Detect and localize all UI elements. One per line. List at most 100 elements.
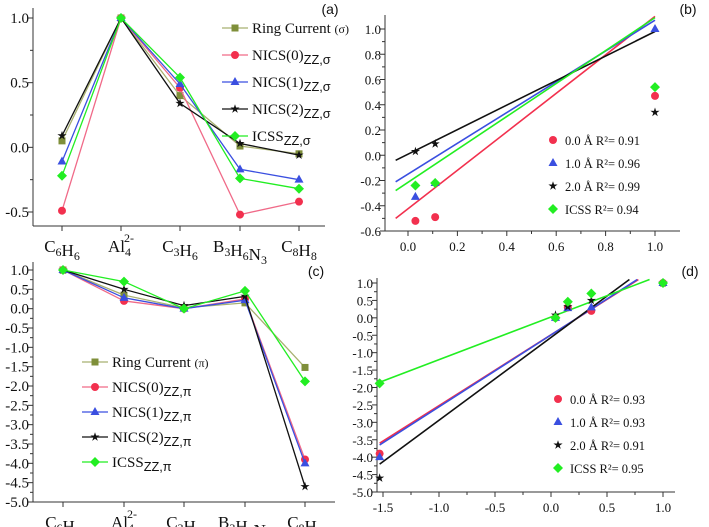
legend-item: 0.0 Å R²= 0.91 (549, 134, 640, 148)
data-point-circle (236, 210, 244, 219)
points-nics1 (410, 24, 660, 200)
data-point-diamond (58, 265, 68, 275)
data-point-triangle (57, 156, 67, 165)
legend-label: 0.0 Å R²= 0.91 (565, 134, 640, 148)
data-point-diamond (175, 72, 185, 83)
legend-item: NICS(1)ZZ,π (82, 405, 192, 424)
data-point-diamond (410, 180, 421, 191)
data-point-star (294, 150, 304, 159)
panel-b: -0.6 -0.4 -0.2 0.0 0.2 0.4 0.6 0.8 1.0 0.0 0.2 0.4 0… (360, 1, 696, 254)
panel-label: (b) (679, 1, 696, 17)
fit-line (395, 30, 656, 162)
data-point-square (176, 92, 184, 100)
data-point-diamond (116, 13, 126, 23)
data-point-diamond (235, 173, 245, 184)
data-point-circle (549, 136, 557, 144)
y-tick-label: 1.0 (10, 263, 29, 279)
y-tick-label: 0.6 (365, 73, 382, 88)
data-point-triangle (90, 407, 100, 415)
data-point-star (175, 98, 185, 108)
data-point-diamond (230, 131, 240, 141)
y-tick-label: -1.0 (5, 340, 29, 356)
x-tick-label: -0.5 (485, 500, 506, 515)
points-nics1 (375, 278, 668, 461)
series-icss (395, 16, 656, 192)
y-tick-label: -0.5 (5, 321, 29, 337)
legend-item: 0.0 Å R²= 0.93 (554, 393, 645, 407)
x-tick-label: C8H8 (281, 237, 317, 263)
y-tick-label: 0.0 (10, 302, 29, 318)
y-tick-label: 0.0 (357, 311, 373, 326)
legend-label: ICSS R²= 0.94 (565, 203, 639, 217)
fit-line (379, 278, 638, 446)
x-tick-label: -1.0 (429, 500, 450, 515)
y-tick-label: -0.4 (360, 199, 381, 214)
data-point-square (91, 358, 99, 366)
data-point-square (58, 137, 66, 145)
y-tick-label: -3.0 (352, 415, 373, 430)
y-tick-label: -0.5 (352, 328, 373, 343)
data-point-star (375, 473, 385, 482)
legend-label: Ring Current (σ) (252, 21, 349, 37)
data-point-triangle (175, 78, 185, 87)
x-tick-label: C8H8 (287, 513, 323, 527)
data-point-diamond (650, 82, 660, 93)
points-icss (410, 82, 660, 191)
data-point-star (57, 130, 67, 140)
y-tick-label: 0.8 (365, 47, 381, 62)
legend-item: NICS(1)ZZ,σ (222, 75, 331, 94)
legend-label: 2.0 Å R²= 0.91 (570, 439, 645, 453)
legend-item: NICS(2)ZZ,σ (222, 102, 331, 121)
data-point-circle (554, 395, 562, 403)
legend: Ring Current (π) NICS(0)ZZ,π NICS(1)ZZ,π NI… (82, 355, 209, 474)
fit-line (395, 16, 656, 192)
x-tick-label: 0.8 (597, 239, 613, 254)
y-tick-label: -2.5 (352, 398, 373, 413)
legend-item: 2.0 Å R²= 0.99 (548, 180, 640, 194)
y-tick-label: 1.0 (365, 22, 381, 37)
panel-a: -0.5 0.0 0.5 1.0 C6H6 Al42- C3H6 B3H6N3 C8H8 Ring… (5, 1, 349, 267)
data-point-triangle (294, 174, 304, 183)
data-point-diamond (57, 170, 67, 181)
legend-item: NICS(0)ZZ,σ (222, 48, 331, 67)
legend-label: NICS(1)ZZ,π (112, 405, 192, 424)
data-point-diamond (430, 178, 441, 189)
x-tick-label: Al42- (108, 231, 134, 259)
legend-label: ICSS R²= 0.95 (570, 462, 644, 476)
series-nics1 (379, 278, 638, 446)
series-icss (57, 13, 304, 194)
x-tick-label: B3H6N3 (213, 237, 267, 267)
series-nics2 (58, 265, 310, 491)
data-point-triangle (119, 292, 129, 301)
data-point-triangle (375, 452, 385, 461)
data-point-triangle (586, 302, 596, 311)
x-tick-label: -1.5 (373, 500, 394, 515)
data-point-star (230, 104, 240, 113)
data-point-diamond (562, 296, 573, 307)
y-tick-label: -4.0 (352, 450, 373, 465)
data-point-diamond (179, 303, 189, 314)
data-point-circle (231, 51, 239, 59)
data-point-star (586, 295, 596, 305)
legend-label: NICS(1)ZZ,σ (252, 75, 331, 94)
data-point-triangle (240, 295, 250, 304)
data-point-diamond (550, 312, 561, 323)
points-nics2 (410, 107, 660, 156)
data-point-diamond (548, 204, 558, 214)
x-tick-label: 1.0 (647, 239, 663, 254)
legend-label: ICSSZZ,π (112, 455, 172, 474)
data-point-circle (411, 216, 420, 225)
y-tick-label: 0.0 (365, 148, 381, 163)
legend-label: 2.0 Å R²= 0.99 (565, 180, 640, 194)
data-point-square (231, 24, 239, 32)
y-tick-label: -1.5 (352, 363, 373, 378)
data-point-star (90, 432, 100, 441)
data-point-triangle (410, 191, 420, 200)
data-point-triangle (548, 158, 558, 166)
x-tick-label: B3H6N3 (218, 513, 272, 527)
data-point-diamond (586, 288, 597, 299)
y-tick-label: 0.0 (10, 140, 29, 156)
data-point-circle (58, 206, 66, 215)
data-point-circle (91, 383, 99, 391)
